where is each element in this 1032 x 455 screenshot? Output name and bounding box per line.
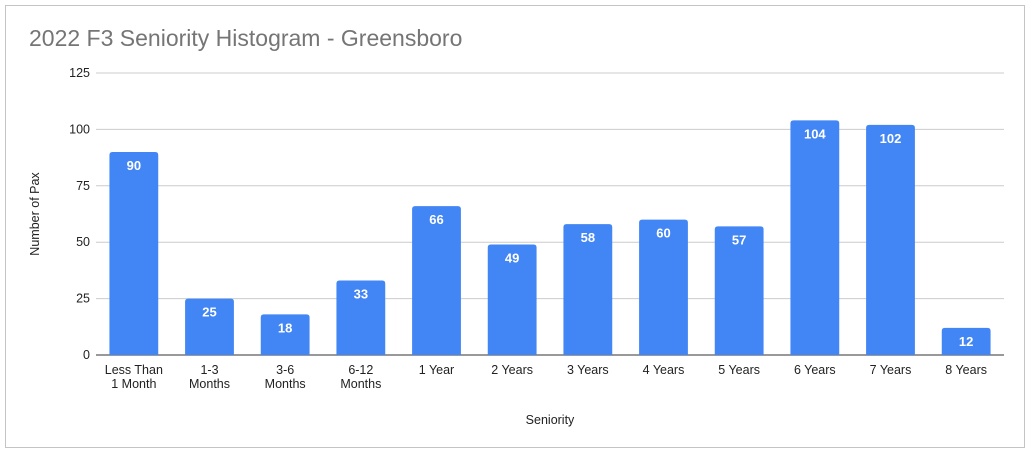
y-tick-label: 125 bbox=[69, 66, 90, 80]
x-tick-label: 6 Years bbox=[794, 363, 836, 377]
x-tick-label: 3 Years bbox=[567, 363, 609, 377]
x-tick-label: Months bbox=[265, 377, 306, 391]
x-tick-label: 1 Month bbox=[111, 377, 156, 391]
bar-value-label: 57 bbox=[732, 232, 746, 247]
bar-value-label: 102 bbox=[880, 131, 902, 146]
bar bbox=[185, 298, 234, 355]
x-tick-label: 1 Year bbox=[419, 363, 454, 377]
bar-chart: 2022 F3 Seniority Histogram - Greensboro… bbox=[28, 25, 1004, 427]
bar bbox=[109, 151, 159, 355]
bar-value-label: 33 bbox=[354, 287, 368, 302]
bar-value-label: 104 bbox=[804, 126, 826, 141]
y-axis-ticks: 0 25 50 75 100 125 bbox=[69, 66, 90, 362]
bars: 90 25 18 33 66 49 58 60 57 104 102 12 bbox=[109, 120, 991, 355]
bar bbox=[941, 327, 991, 355]
bar-value-label: 12 bbox=[959, 334, 973, 349]
y-tick-label: 75 bbox=[76, 179, 90, 193]
bar-value-label: 60 bbox=[656, 226, 670, 241]
bar-value-label: 49 bbox=[505, 250, 519, 265]
x-tick-label: 2 Years bbox=[491, 363, 533, 377]
x-tick-label: 8 Years bbox=[945, 363, 987, 377]
bar bbox=[412, 206, 461, 355]
bar bbox=[336, 280, 386, 355]
bar bbox=[563, 224, 613, 355]
y-axis-label: Number of Pax bbox=[28, 172, 42, 256]
bar-value-label: 90 bbox=[127, 158, 141, 173]
x-tick-label: 7 Years bbox=[870, 363, 912, 377]
y-tick-label: 50 bbox=[76, 235, 90, 249]
bar-value-label: 66 bbox=[429, 212, 443, 227]
bar bbox=[260, 314, 310, 355]
bar-value-label: 25 bbox=[202, 305, 216, 320]
y-tick-label: 100 bbox=[69, 122, 90, 136]
y-tick-label: 0 bbox=[83, 348, 90, 362]
x-tick-label: 4 Years bbox=[643, 363, 685, 377]
x-tick-label: Months bbox=[189, 377, 230, 391]
bar-value-label: 58 bbox=[581, 230, 595, 245]
bar bbox=[790, 120, 840, 355]
x-tick-label: Months bbox=[340, 377, 381, 391]
x-tick-label: 5 Years bbox=[718, 363, 760, 377]
x-tick-label: 3-6 bbox=[276, 363, 294, 377]
x-tick-label: Less Than bbox=[105, 363, 163, 377]
y-tick-label: 25 bbox=[76, 292, 90, 306]
bar bbox=[639, 219, 688, 355]
bar bbox=[714, 226, 764, 355]
x-axis-label: Seniority bbox=[526, 413, 575, 427]
chart-title: 2022 F3 Seniority Histogram - Greensboro bbox=[29, 25, 462, 51]
x-tick-label: 6-12 bbox=[348, 363, 373, 377]
bar bbox=[487, 244, 537, 355]
x-tick-label: 1-3 bbox=[200, 363, 218, 377]
chart-container: 2022 F3 Seniority Histogram - Greensboro… bbox=[5, 5, 1025, 448]
bar-value-label: 18 bbox=[278, 320, 292, 335]
gridlines bbox=[96, 72, 1004, 356]
bar bbox=[866, 124, 915, 355]
